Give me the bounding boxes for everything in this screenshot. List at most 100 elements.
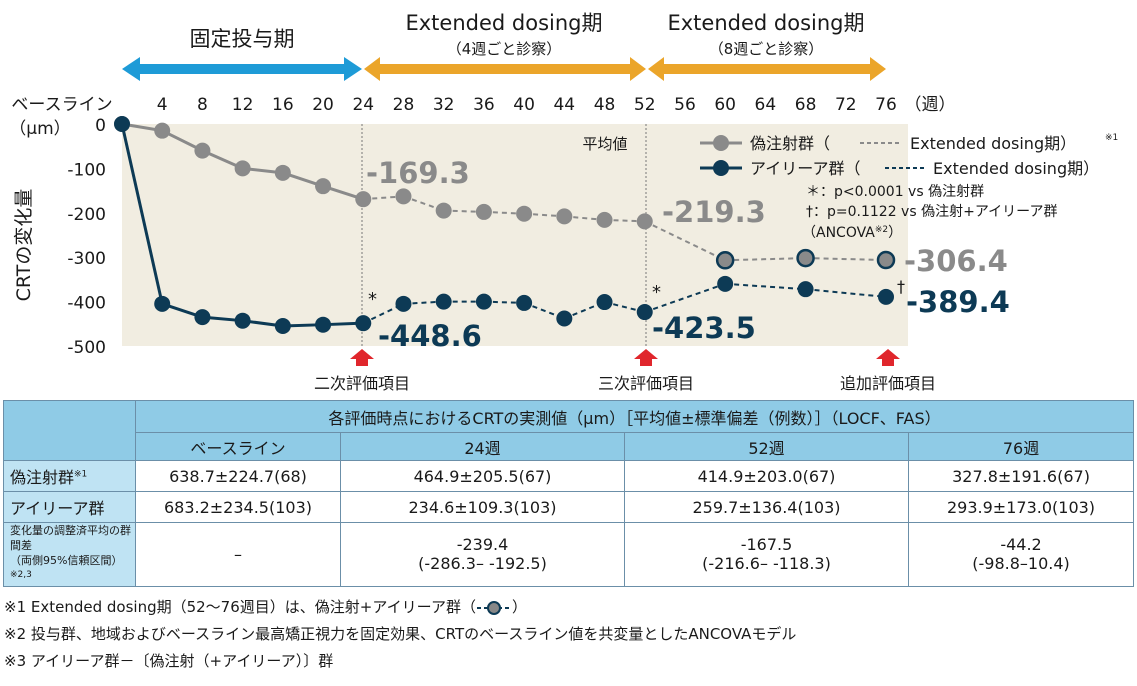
data-point xyxy=(435,202,452,219)
marker-additional: 追加評価項目 xyxy=(840,349,936,393)
data-point xyxy=(876,250,896,270)
data-point xyxy=(796,248,815,268)
col-header: 76週 xyxy=(907,432,1135,461)
row-label-diff: 変化量の調整済平均の群間差 （両側95%信頼区間）※2,3 xyxy=(3,522,136,587)
label-eylea-76: -389.4 xyxy=(906,285,1010,319)
series-segment xyxy=(363,195,404,201)
series-segment xyxy=(483,300,525,304)
y-axis-unit: （μm） xyxy=(9,119,70,139)
data-point xyxy=(717,275,734,292)
x-tick-label: 48 xyxy=(594,95,616,115)
y-tick-label: -400 xyxy=(67,294,106,314)
row-label-sham: 偽注射群※1 xyxy=(3,460,136,492)
legend-sham-note: ※1 xyxy=(1105,133,1118,143)
series-eylea xyxy=(114,116,894,335)
phase-label-ext4: Extended dosing期 xyxy=(405,11,602,35)
series-segment xyxy=(805,257,887,262)
legend-sham: 偽注射群（ xyxy=(750,134,830,153)
series-segment xyxy=(805,288,887,298)
star-24: * xyxy=(368,289,377,310)
legend-eylea: アイリーア群（ xyxy=(750,159,861,178)
data-point xyxy=(114,116,130,132)
series-segment xyxy=(725,257,806,262)
marker-additional-label: 追加評価項目 xyxy=(840,374,936,393)
phase-arrow-fixed xyxy=(122,57,362,81)
series-segment xyxy=(403,300,444,305)
legend: 偽注射群（ Extended dosing期） ※1 アイリーア群（ Exten… xyxy=(700,133,1118,241)
table-cell: 638.7±224.7(68) xyxy=(135,460,341,492)
mean-label: 平均値 xyxy=(582,135,627,153)
footnotes: ※1 Extended dosing期（52～76週目）は、偽注射+アイリーア群… xyxy=(4,594,796,675)
y-ticks: 0 -100 -200 -300 -400 -500 xyxy=(67,116,106,358)
phase-sub-ext4: （4週ごと診察） xyxy=(447,40,562,58)
col-header: ベースライン xyxy=(135,432,341,461)
data-point xyxy=(556,310,573,327)
table-cell: 293.9±173.0(103) xyxy=(907,491,1135,523)
series-segment xyxy=(443,209,484,213)
footnote-2: ※2 投与群、地域およびベースライン最高矯正視力を固定効果、CRTのベースライン… xyxy=(4,625,797,643)
table-cell: 327.8±191.6(67) xyxy=(907,460,1135,492)
marker-tertiary: 三次評価項目 xyxy=(598,349,694,393)
series-segment xyxy=(604,301,645,314)
table-cell: -167.5 (-216.6– -118.3) xyxy=(624,522,909,587)
y-tick-label: -500 xyxy=(67,338,106,358)
x-tick-label: 28 xyxy=(393,95,415,115)
data-point xyxy=(715,251,735,270)
legend-sham-ext: Extended dosing期） xyxy=(910,134,1076,153)
x-tick-label: 60 xyxy=(714,95,736,115)
x-tick-label: 12 xyxy=(232,95,254,115)
table-cell: -239.4 (-286.3– -192.5) xyxy=(340,522,625,587)
data-point xyxy=(234,312,251,329)
data-point xyxy=(878,288,894,305)
phase-label-fixed: 固定投与期 xyxy=(190,27,295,51)
x-tick-label: 32 xyxy=(433,95,455,115)
x-tick-label: 16 xyxy=(272,95,294,115)
label-sham-52: -219.3 xyxy=(662,195,766,229)
legend-note3: （ANCOVA※2） xyxy=(802,225,902,241)
table-cell: – xyxy=(135,522,341,587)
data-point xyxy=(636,304,653,321)
y-tick-label: -100 xyxy=(67,160,106,180)
data-point xyxy=(797,281,814,298)
marker-secondary: 二次評価項目 xyxy=(314,349,410,393)
plot-background xyxy=(122,124,908,346)
series-segment xyxy=(564,215,605,221)
table-corner xyxy=(3,400,136,461)
table-cell: -44.2 (-98.8–10.4) xyxy=(907,522,1135,587)
y-tick-label: -200 xyxy=(67,205,106,225)
star-52: * xyxy=(652,282,661,303)
marker-secondary-label: 二次評価項目 xyxy=(314,374,410,393)
phase-sub-ext8: （8週ごと診察） xyxy=(709,40,824,58)
data-point xyxy=(154,295,171,312)
x-tick-label: 56 xyxy=(674,95,696,115)
data-point xyxy=(194,309,211,326)
x-tick-label: 24 xyxy=(352,95,374,115)
label-eylea-24: -448.6 xyxy=(378,319,482,353)
series-segment xyxy=(483,210,525,215)
footnote-3: ※3 アイリーア群－〔偽注射（+アイリーア）〕群 xyxy=(4,652,334,670)
data-point xyxy=(516,205,533,222)
x-tick-label: 64 xyxy=(755,95,777,115)
label-sham-76: -306.4 xyxy=(904,244,1008,278)
data-point xyxy=(435,293,452,310)
phase-arrow-ext8 xyxy=(648,57,886,81)
table-row: アイリーア群 683.2±234.5(103) 234.6±109.3(103)… xyxy=(3,491,1135,523)
data-point xyxy=(315,178,332,195)
row-label-eylea: アイリーア群 xyxy=(3,491,136,523)
table-cell: 464.9±205.5(67) xyxy=(340,460,625,492)
label-eylea-52: -423.5 xyxy=(652,311,756,345)
table-title: 各評価時点におけるCRTの実測値（μm）［平均値±標準偏差（例数）］（LOCF、… xyxy=(134,400,1135,433)
x-ticks: 4 8 12 16 20 24 28 32 36 40 44 48 52 56 60 64 68 72 76 xyxy=(157,95,897,115)
x-tick-label: 68 xyxy=(795,95,817,115)
data-point xyxy=(355,315,372,332)
dashed-marker-icon xyxy=(477,600,511,615)
series-segment xyxy=(523,301,565,320)
data-point xyxy=(395,188,412,205)
phase-arrow-ext4 xyxy=(364,57,646,81)
crt-change-chart: 固定投与期 Extended dosing期 （4週ごと診察） Extended… xyxy=(9,11,1118,393)
footnote-1: ※1 Extended dosing期（52～76週目）は、偽注射+アイリーア群… xyxy=(4,598,528,616)
table-cell: 259.7±136.4(103) xyxy=(624,491,909,523)
data-point xyxy=(556,208,573,225)
data-point xyxy=(274,318,291,335)
marker-tertiary-label: 三次評価項目 xyxy=(598,374,694,393)
